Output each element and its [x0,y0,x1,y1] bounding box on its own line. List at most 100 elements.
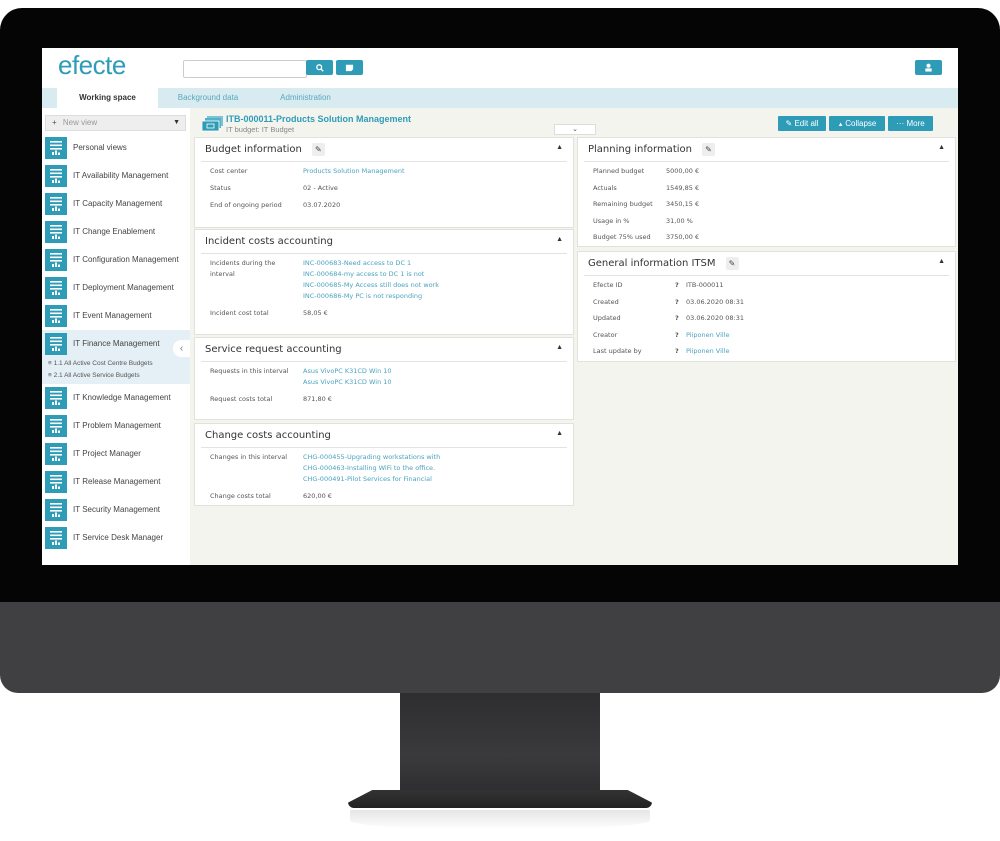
divider [584,161,949,162]
field-label: Efecte ID [593,281,623,289]
sidebar-subitem[interactable]: ≡ 2.1 All Active Service Budgets [48,372,140,379]
tab-background-data[interactable]: Background data [177,93,239,102]
field-link[interactable]: INC-000684-my access to DC 1 is not [303,270,425,278]
panel-header: General information ITSM ✎ [588,257,739,270]
collapse-section-icon[interactable]: ▲ [556,144,563,151]
sidebar-item[interactable]: IT Release Management [42,468,190,496]
tab-administration[interactable]: Administration [280,93,331,102]
collapse-section-icon[interactable]: ▲ [938,144,945,151]
field-link[interactable]: Asus VivoPC K31CD Win 10 [303,367,392,375]
more-button[interactable]: ··· More [888,116,933,131]
divider [201,361,567,362]
sidebar-item[interactable]: IT Service Desk Manager [42,524,190,552]
field-label: Actuals [593,183,617,192]
field-link[interactable]: Asus VivoPC K31CD Win 10 [303,378,392,386]
field-link[interactable]: Piiponen Ville [686,330,730,339]
help-icon[interactable]: ? [675,297,679,306]
field-label: Changes in this interval [210,453,288,461]
sidebar-item[interactable]: IT Availability Management [42,162,190,190]
sidebar-item-label: IT Capacity Management [73,199,163,208]
caret-up-icon: ▲ [837,122,846,128]
collapse-section-icon[interactable]: ▲ [556,430,563,437]
monitor-chin [0,602,1000,693]
field-link[interactable]: CHG-000491-Pilot Services for Financial [303,475,432,483]
panel-title: Service request accounting [205,344,342,355]
plus-icon: + [52,118,57,127]
sidebar-item[interactable]: IT Capacity Management [42,190,190,218]
sidebar-item-label: IT Problem Management [73,421,161,430]
sidebar-item[interactable]: Personal views [42,134,190,162]
user-button[interactable] [915,60,942,75]
panel-title: Planning information [588,144,692,155]
help-icon[interactable]: ? [675,347,679,355]
field-link[interactable]: INC-000686-My PC is not responding [303,292,423,300]
edit-section-button[interactable]: ✎ [701,143,715,156]
collapse-label: Collapse [845,119,877,128]
sidebar-item[interactable]: IT Change Enablement [42,218,190,246]
field-label: Usage in % [593,216,630,225]
sidebar-item[interactable]: IT Event Management [42,302,190,330]
view-list-icon [45,387,67,409]
collapse-section-icon[interactable]: ▲ [938,258,945,265]
help-icon[interactable]: ? [675,281,679,289]
field-link[interactable]: INC-000685-My Access still does not work [303,281,440,289]
pencil-icon: ✎ [785,119,795,128]
field-label: Cost center [210,167,248,175]
help-icon[interactable]: ? [675,330,679,339]
field-link[interactable]: CHG-000463-Installing WiFi to the office… [303,464,436,472]
edit-section-button[interactable]: ✎ [311,143,325,156]
field-link[interactable]: Products Solution Management [303,167,405,175]
expand-header-button[interactable]: ⌄ [554,124,596,135]
sidebar-subitem[interactable]: ≡ 1.1 All Active Cost Centre Budgets [48,360,153,367]
field-value: 620,00 € [303,492,332,500]
search-input[interactable] [183,60,307,78]
field-link[interactable]: Piiponen Ville [686,347,730,355]
collapse-sidebar-button[interactable]: ‹ [173,340,190,357]
edit-section-button[interactable]: ✎ [725,257,739,270]
tab-working-space[interactable]: Working space [57,88,158,108]
notes-button[interactable] [336,60,363,75]
sidebar-item[interactable]: IT Problem Management [42,412,190,440]
field-link[interactable]: CHG-000455-Upgrading workstations with [303,453,441,461]
field-value: 3750,00 € [666,233,700,241]
sidebar-item-label: IT Configuration Management [73,255,179,264]
monitor-reflection [350,810,650,830]
field-label: Status [210,184,231,192]
list-icon: ≡ [48,360,54,367]
incident-panel: Incident costs accounting ▲ Incidents duri… [194,229,574,335]
divider [201,253,567,254]
sidebar-item-label: IT Service Desk Manager [73,533,164,542]
efecte-logo[interactable]: efecte [58,50,126,80]
monitor-stand [400,693,600,798]
field-label: Updated [593,314,621,322]
search-button[interactable] [306,60,333,75]
monitor-base [348,790,652,808]
more-label: More [906,119,925,128]
service-panel: Service request accounting ▲ Requests in t… [194,337,574,420]
sidebar-item[interactable]: IT Configuration Management [42,246,190,274]
view-list-icon [45,221,67,243]
edit-all-button[interactable]: ✎ Edit all [778,116,826,131]
field-value: 871,80 € [303,395,332,403]
field-value: 1549,85 € [666,183,700,192]
sidebar-item[interactable]: IT Deployment Management [42,274,190,302]
sidebar-item-label: IT Availability Management [73,171,169,180]
app-header: efecte [42,48,958,88]
sidebar-item[interactable]: IT Knowledge Management [42,384,190,412]
field-label: Created [593,297,619,306]
sidebar-item[interactable]: IT Finance Management ≡ 1.1 All Active Co… [42,330,190,384]
sidebar-item[interactable]: IT Project Manager [42,440,190,468]
pencil-icon: ✎ [315,145,322,154]
sidebar-item[interactable]: IT Security Management [42,496,190,524]
panel-header: Change costs accounting [205,429,331,442]
collapse-button[interactable]: ▲ Collapse [829,116,885,131]
field-label: Change costs total [210,492,271,500]
new-view-dropdown[interactable]: + New view ▼ [45,115,186,131]
collapse-section-icon[interactable]: ▲ [556,236,563,243]
field-link[interactable]: INC-000683-Need access to DC 1 [303,259,412,267]
collapse-section-icon[interactable]: ▲ [556,344,563,351]
view-list-icon [45,249,67,271]
field-value: 58,05 € [303,309,328,317]
help-icon[interactable]: ? [675,314,679,322]
field-value: 03.06.2020 08:31 [686,314,745,322]
